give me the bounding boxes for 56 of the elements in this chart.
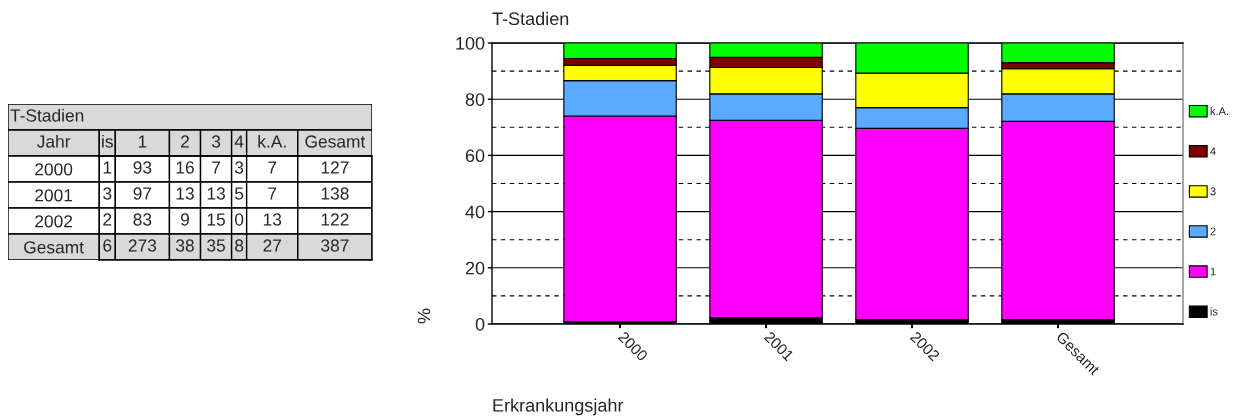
data-label: 35 — [207, 239, 225, 252]
data-label: 7 — [268, 187, 277, 200]
data-label: 13 — [176, 187, 194, 200]
data-label: 5 — [235, 187, 244, 200]
data-label: 97 — [133, 187, 152, 200]
x-tick-label: Gesamt — [305, 135, 366, 148]
x-tick-label: 3 — [211, 135, 221, 148]
y-axis-title: Jahr — [37, 134, 71, 148]
data-label: 273 — [128, 239, 157, 252]
y-axis-title: % — [417, 308, 431, 324]
legend-label: 2 — [1210, 227, 1216, 236]
x-tick-label: 4 — [234, 135, 244, 148]
y-tick-label: 80 — [465, 93, 485, 106]
y-tick-label: 0 — [475, 317, 485, 331]
data-label: 27 — [263, 239, 282, 252]
data-label: 93 — [133, 161, 152, 174]
y-tick-label: 100 — [456, 36, 485, 50]
chart-title: T-Stadien — [492, 11, 569, 26]
data-label: 9 — [180, 213, 189, 226]
data-label: 122 — [321, 213, 349, 226]
data-label: 3 — [234, 161, 244, 174]
legend-label: 3 — [1210, 187, 1216, 196]
data-label: 38 — [175, 239, 194, 252]
legend-label: 1 — [1210, 267, 1216, 276]
y-tick-label: 40 — [465, 205, 485, 219]
data-label: 387 — [321, 239, 349, 252]
x-tick-label: 1 — [138, 135, 147, 148]
data-label: 6 — [103, 239, 112, 252]
data-label: 138 — [321, 187, 349, 200]
legend-label: 4 — [1210, 147, 1216, 156]
y-tick-label: 2001 — [35, 189, 73, 202]
data-label: 7 — [212, 161, 221, 174]
y-tick-label: 60 — [465, 149, 485, 163]
data-label: 0 — [234, 213, 244, 226]
data-label: 127 — [321, 161, 349, 174]
legend-label: k.A. — [1210, 106, 1229, 115]
y-tick-label: 2002 — [35, 215, 73, 228]
x-tick-label: k.A. — [258, 134, 286, 148]
data-label: 3 — [103, 187, 112, 200]
chart-title: T-Stadien — [10, 108, 84, 122]
y-tick-label: 20 — [465, 261, 485, 275]
x-axis-title: Erkrankungsjahr — [493, 398, 624, 416]
data-label: 13 — [207, 187, 225, 200]
x-tick-label: 2 — [181, 135, 189, 148]
y-tick-label: 2000 — [35, 163, 73, 176]
data-label: 16 — [176, 161, 194, 174]
legend-label: is — [1210, 307, 1218, 316]
data-label: 15 — [207, 213, 225, 226]
x-tick-label: is — [102, 134, 113, 148]
y-tick-label: Gesamt — [24, 241, 84, 254]
data-label: 2 — [103, 213, 112, 226]
data-label: 7 — [268, 161, 277, 174]
data-label: 13 — [263, 213, 282, 226]
data-label: 8 — [235, 239, 244, 252]
data-label: 83 — [133, 213, 152, 226]
data-label: 1 — [103, 161, 112, 174]
